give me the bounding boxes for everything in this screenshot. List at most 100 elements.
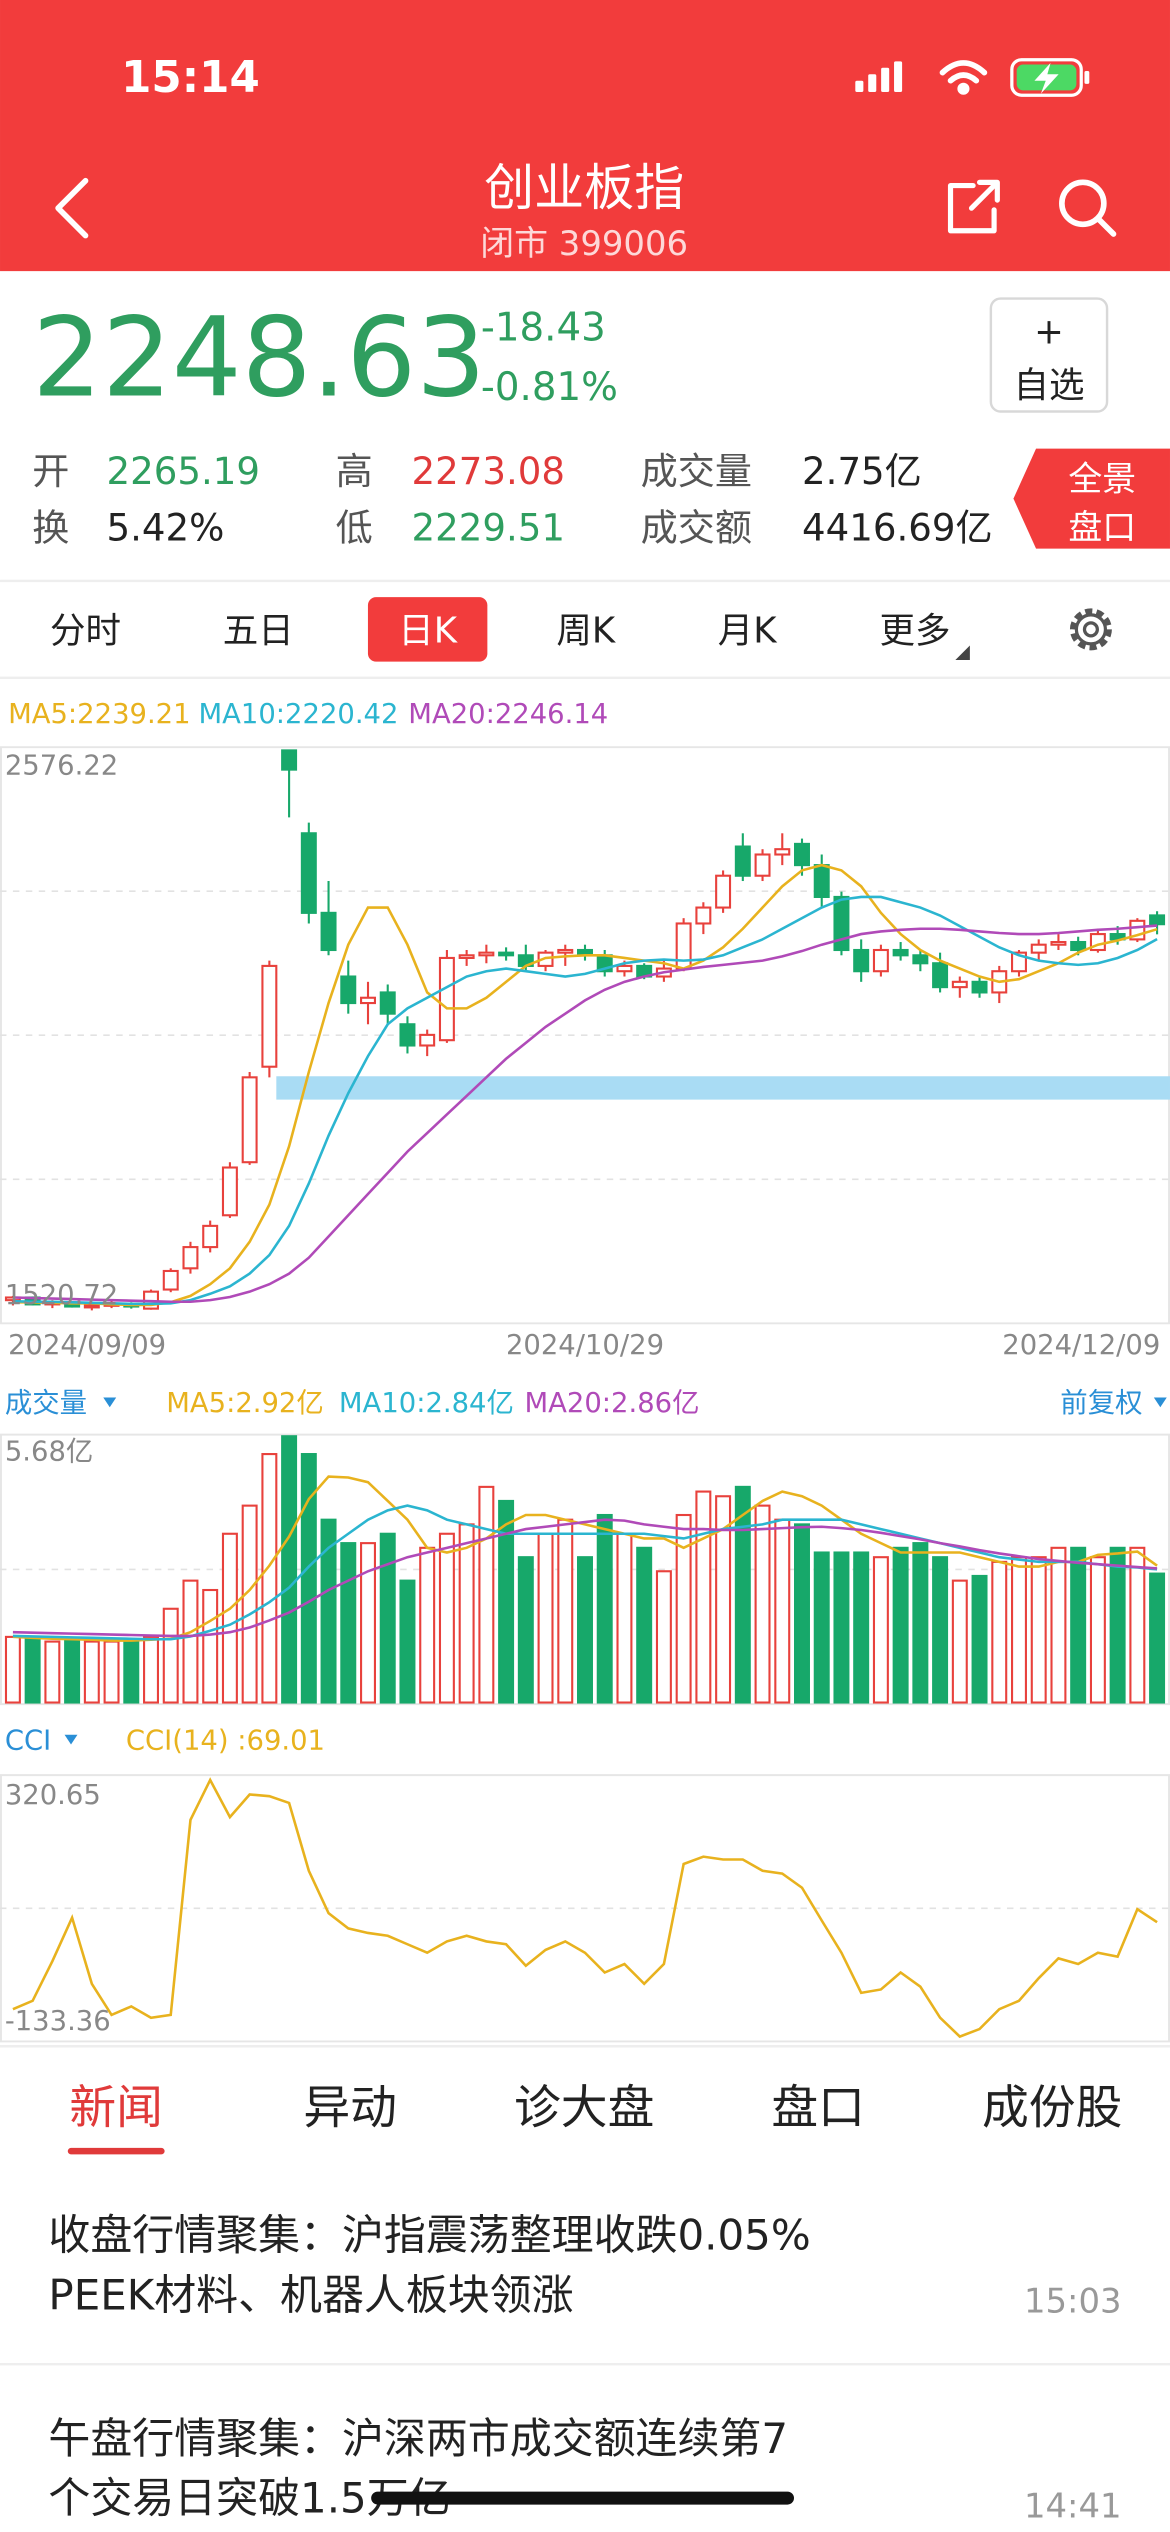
news-tab[interactable]: 异动 [303, 2082, 397, 2136]
volume-bar [320, 1518, 337, 1704]
y-tick-label: 2576.22 [5, 751, 118, 782]
watch-button[interactable]: + 自选 [989, 297, 1109, 413]
period-tab[interactable]: 日K [398, 610, 459, 651]
volume-bar [557, 1518, 574, 1704]
volume-bar [438, 1532, 455, 1704]
adjust-selector[interactable]: 前复权 [1060, 1388, 1142, 1419]
candle-body [202, 1224, 219, 1249]
ma-line [12, 1777, 1158, 2039]
stat-label: 换 [32, 507, 69, 550]
candle-body [399, 1023, 416, 1047]
news-title[interactable]: PEEK材料、机器人板块领涨 [48, 2270, 573, 2319]
wifi-icon [939, 60, 988, 95]
panorama-button[interactable]: 全景 盘口 [1013, 448, 1170, 549]
period-tab[interactable]: 周K [556, 610, 617, 651]
candle-body [971, 980, 988, 994]
candle-body [695, 906, 712, 925]
volume-bar [261, 1453, 278, 1704]
panorama-label[interactable]: 全景 [1068, 460, 1136, 499]
candle-body [951, 980, 968, 989]
charts: MA5:2239.21 MA10:2220.42 MA20:2246.14 2576.… [0, 699, 1170, 2043]
volume-bar [1011, 1556, 1027, 1704]
period-tab[interactable]: 五日 [223, 610, 294, 651]
volume-bar [4, 1635, 21, 1704]
period-tab[interactable]: 更多 [880, 610, 951, 651]
candle-body [498, 951, 515, 957]
volume-bar [123, 1638, 140, 1704]
candle-body [379, 991, 396, 1015]
page-title: 创业板指 [484, 159, 684, 217]
volume-bar [991, 1560, 1008, 1704]
ma-line [12, 1504, 1158, 1641]
candle-body [300, 832, 317, 914]
legend-entry: MA10:2220.42 [199, 699, 399, 730]
news-title[interactable]: 午盘行情聚集：沪深两市成交额连续第7 [48, 2414, 788, 2463]
news-tab[interactable]: 新闻 [69, 2082, 163, 2136]
panorama-bg[interactable] [1013, 448, 1170, 549]
candle-body [458, 954, 475, 960]
search-button[interactable] [1059, 179, 1117, 237]
candle-body [360, 996, 376, 1005]
candle-body [932, 962, 949, 989]
news-time: 14:41 [1024, 2486, 1122, 2525]
candle-body [557, 948, 574, 954]
volume-bar [1050, 1546, 1067, 1704]
candle-body [813, 864, 830, 898]
watch-plus[interactable]: + [1034, 312, 1064, 353]
x-tick-label: 2024/10/29 [506, 1330, 664, 1361]
volume-bar [577, 1556, 593, 1704]
watch-label[interactable]: 自选 [1013, 365, 1084, 406]
back-button[interactable] [55, 177, 89, 239]
highlight-band [276, 1076, 1170, 1100]
volume-bar [379, 1532, 396, 1704]
news-tab[interactable]: 成份股 [982, 2082, 1122, 2136]
candle-body [162, 1269, 179, 1291]
indicator-selector[interactable]: 成交量 [5, 1388, 87, 1419]
active-tab-bg[interactable] [367, 597, 488, 662]
indicator-selector[interactable]: CCI [5, 1725, 51, 1756]
news-title[interactable]: 收盘行情聚集：沪指震荡整理收跌0.05% [48, 2211, 810, 2260]
news-item[interactable]: 午盘行情聚集：沪深两市成交额连续第7 个交易日突破1.5万亿 14:41 [48, 2414, 1121, 2526]
period-tab[interactable]: 分时 [50, 610, 121, 651]
volume-bar [1070, 1546, 1087, 1704]
status-time: 15:14 [121, 53, 260, 103]
volume-bar [419, 1546, 436, 1704]
candle-body [853, 948, 870, 973]
x-tick-label: 2024/09/09 [8, 1330, 166, 1361]
volume-bar [24, 1638, 41, 1704]
candle-body [281, 749, 298, 771]
volume-bar [221, 1532, 238, 1704]
volume-bar [813, 1551, 830, 1704]
candle-body [616, 964, 633, 973]
volume-bar [1109, 1546, 1126, 1704]
stat-label: 低 [336, 507, 373, 550]
volume-bar [64, 1638, 81, 1704]
panorama-label[interactable]: 盘口 [1068, 508, 1136, 547]
settings-button[interactable] [1069, 608, 1112, 651]
volume-bar [537, 1532, 554, 1704]
volume-bar [478, 1485, 495, 1704]
volume-bar [892, 1546, 909, 1704]
home-indicator [371, 2491, 794, 2505]
candle-body [734, 845, 751, 877]
share-button[interactable] [947, 179, 1000, 234]
volume-bar [202, 1588, 219, 1704]
candle-body [83, 1304, 100, 1309]
period-tab[interactable]: 月K [718, 610, 779, 651]
candle-body [1050, 940, 1067, 946]
news-tab[interactable]: 诊大盘 [514, 2082, 654, 2136]
stat-value: 2229.51 [412, 507, 565, 550]
legend-entry: MA5:2.92亿 [166, 1388, 324, 1419]
watch-button-bg[interactable] [989, 297, 1109, 413]
news-item[interactable]: 收盘行情聚集：沪指震荡整理收跌0.05% PEEK材料、机器人板块领涨 15:0… [48, 2211, 1121, 2321]
header-bg [0, 0, 1170, 272]
legend-entry: CCI(14) :69.01 [126, 1725, 325, 1756]
volume-bar [951, 1579, 968, 1704]
news-tabs: 新闻 异动 诊大盘 盘口 成份股 [67, 2082, 1122, 2155]
volume-bar [596, 1513, 613, 1704]
candle-body [419, 1033, 436, 1047]
news-tab[interactable]: 盘口 [771, 2082, 865, 2136]
stat-value: 2273.08 [412, 450, 565, 493]
